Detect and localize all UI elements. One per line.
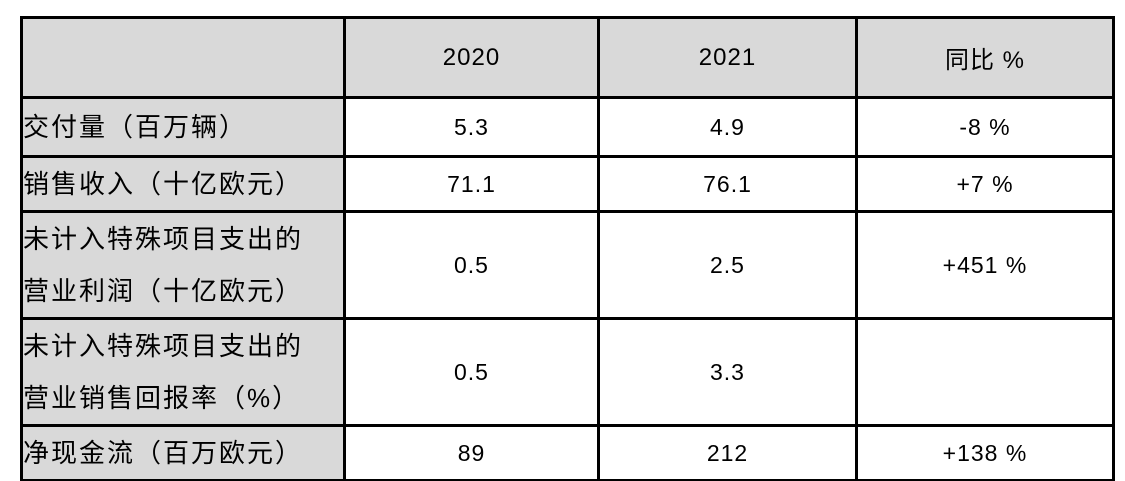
header-year-2021: 2021 — [597, 16, 858, 99]
table-row-operating-return-on-sales: 未计入特殊项目支出的 营业销售回报率（%） 0.5 3.3 — [20, 317, 1115, 427]
operating-return-2020-value: 0.5 — [343, 317, 600, 427]
table-row-operating-profit: 未计入特殊项目支出的 营业利润（十亿欧元） 0.5 2.5 +451 % — [20, 210, 1115, 320]
deliveries-yoy-value: -8 % — [855, 96, 1115, 158]
net-cash-flow-2021-value: 212 — [597, 424, 858, 481]
table-row-net-cash-flow: 净现金流（百万欧元） 89 212 +138 % — [20, 424, 1115, 481]
deliveries-2021-value: 4.9 — [597, 96, 858, 158]
header-metric-blank — [20, 16, 346, 99]
financial-results-table: 2020 2021 同比 % 交付量（百万辆） 5.3 4.9 -8 % 销售收… — [20, 16, 1115, 481]
operating-profit-yoy-value: +451 % — [855, 210, 1115, 320]
sales-revenue-2020-value: 71.1 — [343, 155, 600, 213]
net-cash-flow-yoy-value: +138 % — [855, 424, 1115, 481]
operating-return-yoy-value — [855, 317, 1115, 427]
row-label-operating-return-on-sales: 未计入特殊项目支出的 营业销售回报率（%） — [20, 317, 346, 427]
operating-return-2021-value: 3.3 — [597, 317, 858, 427]
net-cash-flow-2020-value: 89 — [343, 424, 600, 481]
table-row-deliveries: 交付量（百万辆） 5.3 4.9 -8 % — [20, 96, 1115, 158]
deliveries-2020-value: 5.3 — [343, 96, 600, 158]
header-yoy-percent: 同比 % — [855, 16, 1115, 99]
header-row: 2020 2021 同比 % — [20, 16, 1115, 99]
header-year-2020: 2020 — [343, 16, 600, 99]
row-label-deliveries: 交付量（百万辆） — [20, 96, 346, 158]
row-label-net-cash-flow: 净现金流（百万欧元） — [20, 424, 346, 481]
sales-revenue-yoy-value: +7 % — [855, 155, 1115, 213]
row-label-operating-profit: 未计入特殊项目支出的 营业利润（十亿欧元） — [20, 210, 346, 320]
operating-profit-2020-value: 0.5 — [343, 210, 600, 320]
operating-profit-2021-value: 2.5 — [597, 210, 858, 320]
row-label-sales-revenue: 销售收入（十亿欧元） — [20, 155, 346, 213]
table-row-sales-revenue: 销售收入（十亿欧元） 71.1 76.1 +7 % — [20, 155, 1115, 213]
sales-revenue-2021-value: 76.1 — [597, 155, 858, 213]
